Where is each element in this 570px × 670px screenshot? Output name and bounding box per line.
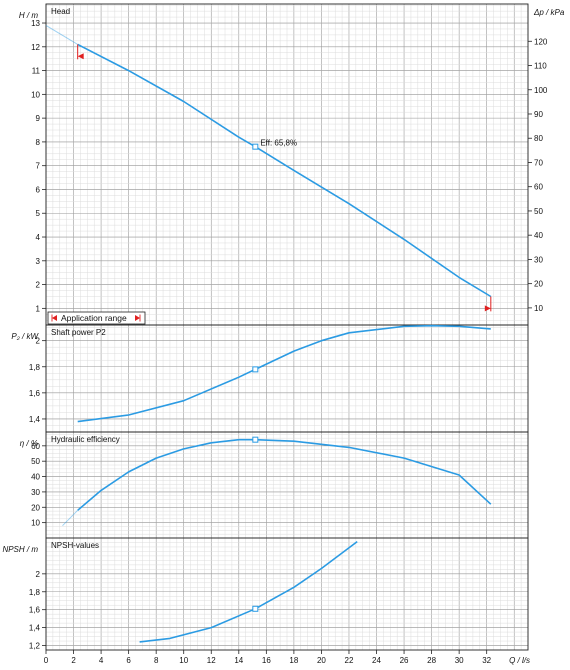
x-tick-label: 14 [234,656,243,665]
x-tick-label: 8 [154,656,159,665]
y-axis-label: η / % [20,439,38,448]
panel-title: Shaft power P2 [51,328,106,337]
y-tick-label: 3 [36,257,41,266]
legend-left-arrow-icon [52,315,57,321]
x-tick-label: 16 [262,656,271,665]
y-axis-label: P₂ / kW [11,332,39,341]
curve-extrapolation [62,509,79,527]
duty-point-marker [252,436,259,443]
y-tick-label: 12 [31,43,40,52]
y-tick-label: 10 [31,519,40,528]
x-tick-label: 22 [345,656,354,665]
y-tick-label: 1,4 [29,415,41,424]
x-tick-label: 12 [207,656,216,665]
application-range-legend [47,311,146,325]
duty-point-marker [252,143,259,150]
panel-title: Hydraulic efficiency [51,435,120,444]
duty-point-label: Eff: 65,8% [260,139,297,148]
panel-title: Head [51,7,70,16]
y2-tick-label: 120 [534,37,548,46]
y2-tick-label: 10 [534,304,543,313]
y-tick-label: 2 [36,570,41,579]
y-tick-label: 11 [32,67,41,76]
x-tick-label: 20 [317,656,326,665]
duty-point-marker [252,605,259,612]
legend-right-arrow-icon [135,315,140,321]
y-tick-label: 9 [36,114,41,123]
y-tick-label: 1,8 [29,363,41,372]
x-tick-label: 30 [455,656,464,665]
y2-tick-label: 60 [534,183,543,192]
x-tick-label: 4 [99,656,104,665]
x-tick-label: 10 [179,656,188,665]
curve-line [77,43,492,298]
y-tick-label: 30 [31,488,40,497]
y-axis-label: NPSH / m [2,545,38,554]
y-tick-label: 60 [31,442,40,451]
x-tick-label: 28 [427,656,436,665]
range-end-arrow-icon [484,305,491,312]
curve-extrapolation [45,24,78,45]
x-tick-label: 26 [400,656,409,665]
curve-line [77,438,492,511]
y-tick-label: 20 [31,503,40,512]
y-tick-label: 50 [31,457,40,466]
application-range-label: Application range [61,313,127,323]
x-tick-label: 2 [71,656,76,665]
y2-axis-label: Δp / kPa [533,8,565,17]
range-start-arrow-icon [77,53,84,60]
y-tick-label: 13 [31,19,40,28]
y-tick-label: 2 [36,281,41,290]
x-tick-label: 6 [126,656,131,665]
y-tick-label: 1 [36,304,41,313]
panel-frame [45,537,529,651]
y2-tick-label: 20 [534,280,543,289]
x-tick-label: 24 [372,656,381,665]
y-tick-label: 1,8 [29,588,41,597]
y2-tick-label: 30 [534,255,543,264]
curve-line [77,324,491,423]
y-tick-label: 6 [36,185,41,194]
y-tick-label: 1,2 [29,642,41,651]
y-tick-label: 5 [36,209,41,218]
x-axis-label: Q / l/s [509,656,530,665]
y2-tick-label: 90 [534,110,543,119]
y2-tick-label: 100 [534,86,548,95]
y-axis-label: H / m [19,11,38,20]
y-tick-label: 1,6 [29,606,41,615]
y2-tick-label: 80 [534,134,543,143]
y-tick-label: 8 [36,138,41,147]
y2-tick-label: 70 [534,158,543,167]
y-tick-label: 7 [36,162,41,171]
x-tick-label: 32 [482,656,491,665]
y-tick-label: 1,6 [29,389,41,398]
y2-tick-label: 40 [534,231,543,240]
y-tick-label: 40 [31,473,40,482]
y-tick-label: 2 [36,337,41,346]
x-tick-label: 0 [44,656,49,665]
x-tick-label: 18 [289,656,298,665]
y2-tick-label: 50 [534,207,543,216]
y-tick-label: 1,4 [29,624,41,633]
y-tick-label: 4 [36,233,41,242]
panel-title: NPSH-values [51,541,99,550]
y-tick-label: 10 [31,90,40,99]
duty-point-marker [252,366,259,373]
y2-tick-label: 110 [534,62,547,71]
